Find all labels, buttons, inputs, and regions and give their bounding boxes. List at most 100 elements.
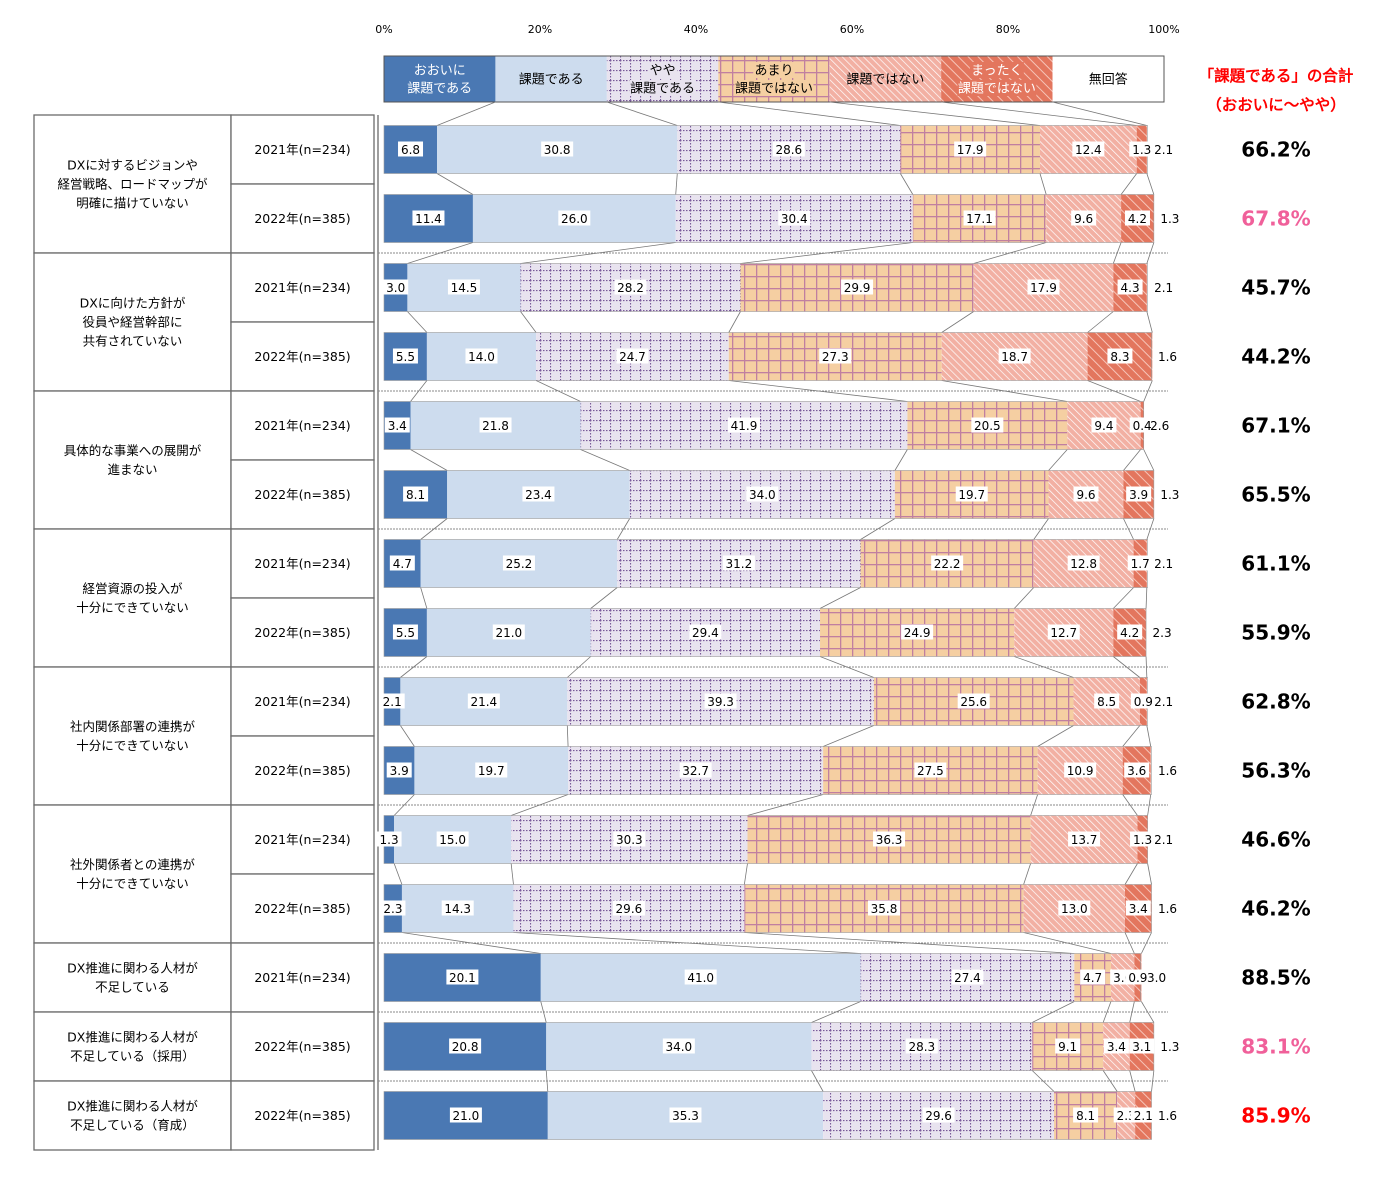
data-label: 28.6: [775, 143, 802, 157]
series-connector: [545, 1070, 549, 1092]
data-label: 12.7: [1050, 626, 1077, 640]
data-label: 0.4: [1133, 419, 1152, 433]
series-connector: [941, 311, 974, 333]
data-label-bg: [446, 969, 479, 985]
series-connector: [420, 518, 448, 540]
year-cell: [230, 942, 375, 1013]
data-label: 29.6: [616, 902, 643, 916]
data-label-bg: [379, 693, 405, 709]
question-cell: [33, 114, 232, 254]
data-label: 3.6: [1127, 764, 1146, 778]
year-cell: [230, 390, 375, 461]
data-label-bg: [502, 555, 535, 571]
data-label-bg: [819, 348, 852, 364]
data-label: 21.4: [470, 695, 497, 709]
series-connector: [511, 794, 569, 816]
series-connector: [1146, 173, 1155, 195]
series-connector: [728, 311, 741, 333]
data-label: 22.2: [934, 557, 961, 571]
data-label-bg: [376, 831, 402, 847]
data-label: 18.7: [1001, 350, 1028, 364]
data-label: 2.1: [1154, 557, 1173, 571]
data-label-bg: [746, 486, 779, 502]
data-label-bg: [441, 900, 474, 916]
axis-tick-label: 100%: [1148, 23, 1179, 36]
series-connector: [1032, 1001, 1075, 1023]
data-label: 8.1: [406, 488, 425, 502]
data-label-bg: [963, 210, 996, 226]
series-connector: [1147, 794, 1152, 816]
question-cell: [33, 528, 232, 668]
series-connector: [941, 101, 1137, 126]
legend-swatch-kadai: [495, 56, 607, 102]
legend-label-mukaito: 無回答: [1089, 72, 1128, 88]
series-connector: [1031, 1070, 1055, 1092]
series-connector: [436, 101, 496, 126]
series-connector: [420, 587, 428, 609]
data-label: 19.7: [958, 488, 985, 502]
series-connector: [1023, 932, 1112, 954]
total-header: 「課題である」の合計: [1199, 66, 1354, 85]
data-label: 32.7: [682, 764, 709, 778]
series-connector: [410, 449, 448, 471]
data-label: 1.3: [1132, 143, 1151, 157]
data-label: 4.7: [1083, 971, 1102, 985]
series-connector: [535, 380, 581, 402]
total-value: 56.3%: [1241, 759, 1310, 783]
data-label: 29.6: [925, 1109, 952, 1123]
data-label-bg: [955, 486, 988, 502]
data-label: 1.6: [1158, 350, 1177, 364]
data-label-bg: [392, 624, 418, 640]
data-label-bg: [971, 417, 1004, 433]
data-label: 13.7: [1071, 833, 1098, 847]
data-label: 1.6: [1158, 1109, 1177, 1123]
data-label-bg: [1047, 624, 1080, 640]
question-cell: [33, 666, 232, 806]
legend-label-okoi: おおいに課題である: [407, 64, 472, 97]
legend-label-bg: [629, 80, 696, 96]
data-label: 3.9: [1129, 488, 1148, 502]
data-label: 0.9: [1128, 971, 1147, 985]
data-label-bg: [436, 831, 469, 847]
year-label: 2021年(n=234): [254, 694, 350, 709]
data-label: 3.4: [1129, 902, 1148, 916]
data-label-bg: [1027, 279, 1060, 295]
series-connector: [675, 173, 678, 195]
legend-label-dewanai: 課題ではない: [846, 72, 924, 88]
data-label-bg: [689, 624, 722, 640]
data-label: 2.1: [1154, 695, 1173, 709]
series-connector: [744, 932, 1075, 954]
data-label: 4.2: [1128, 212, 1147, 226]
data-label: 3.0: [1147, 971, 1166, 985]
series-connector: [410, 380, 428, 402]
total-value: 46.6%: [1241, 828, 1310, 852]
data-label-bg: [383, 279, 409, 295]
data-label-bg: [905, 1038, 938, 1054]
series-connector: [1102, 1001, 1112, 1023]
data-label: 1.3: [1160, 212, 1179, 226]
data-label: 27.5: [917, 764, 944, 778]
series-connector: [900, 173, 914, 195]
series-connector: [1146, 311, 1153, 333]
series-connector: [1037, 725, 1074, 747]
data-label-bg: [449, 1107, 482, 1123]
data-label-bg: [384, 417, 410, 433]
year-label: 2022年(n=385): [254, 901, 350, 916]
data-label: 9.6: [1074, 212, 1093, 226]
data-label-bg: [1126, 486, 1152, 502]
series-connector: [567, 656, 591, 678]
data-label: 13.0: [1061, 902, 1088, 916]
data-label-bg: [1058, 900, 1091, 916]
series-connector: [400, 725, 415, 747]
data-label: 3.9: [390, 764, 409, 778]
data-label-bg: [1073, 486, 1099, 502]
data-label: 8.3: [1110, 350, 1129, 364]
data-label: 2.1: [1154, 833, 1173, 847]
data-label: 41.0: [687, 971, 714, 985]
data-label: 17.9: [1030, 281, 1057, 295]
data-label-bg: [1127, 555, 1153, 571]
series-connector: [811, 1070, 824, 1092]
question-cell: [33, 1080, 232, 1151]
year-label: 2022年(n=385): [254, 487, 350, 502]
series-connector: [811, 1001, 861, 1023]
